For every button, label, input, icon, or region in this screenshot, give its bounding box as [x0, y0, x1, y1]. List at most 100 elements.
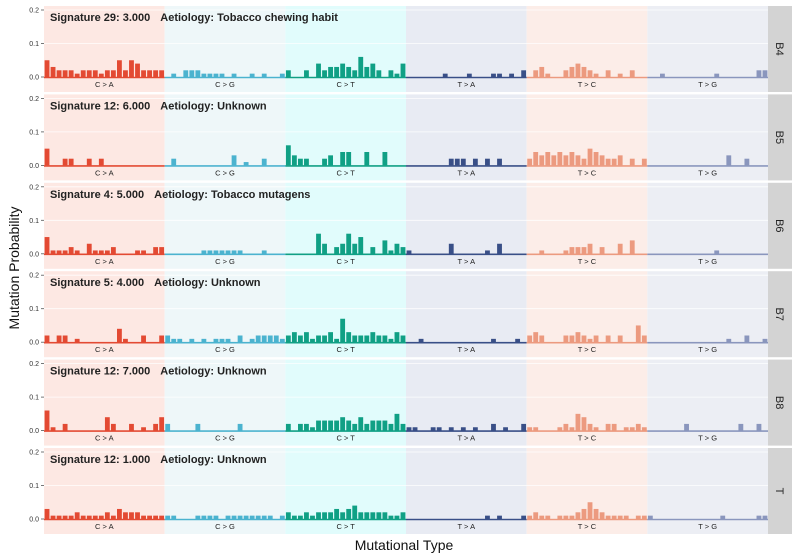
category-label: C > A [95, 522, 114, 531]
bar [364, 512, 370, 519]
category-label: C > G [215, 345, 235, 354]
bar [62, 158, 68, 166]
bar [201, 250, 207, 254]
bar [159, 515, 165, 519]
bar [569, 335, 575, 343]
bar [738, 423, 744, 431]
bar [237, 335, 243, 343]
bar [370, 420, 376, 431]
bar [98, 250, 104, 254]
category-label: T > A [458, 522, 476, 531]
bar [352, 70, 358, 77]
panel-t: 0.0 0.1 0.2 C > A C > G C > T T > A T > C T > G S… [29, 448, 792, 534]
y-tick-label: 0.0 [29, 75, 39, 82]
aetiology-title: Aetiology: Tobacco chewing habit [160, 12, 338, 24]
bar [92, 70, 98, 77]
bar [575, 155, 581, 166]
bar [617, 155, 623, 166]
bar [62, 515, 68, 519]
bar [364, 335, 370, 343]
bar [575, 332, 581, 343]
bar [104, 417, 110, 431]
bar [527, 515, 533, 519]
bar [213, 515, 219, 519]
bar [569, 427, 575, 431]
category-label: T > C [578, 80, 597, 89]
bar [352, 243, 358, 254]
bar [285, 145, 291, 166]
bar [340, 318, 346, 343]
bar [225, 250, 231, 254]
bar [171, 73, 177, 77]
strip-label: B4 [773, 42, 785, 55]
category-label: T > G [698, 168, 717, 177]
bar [213, 73, 219, 77]
bar [62, 250, 68, 254]
bar [400, 512, 406, 519]
bar [744, 335, 750, 343]
bar [346, 508, 352, 519]
bar [92, 515, 98, 519]
bar [159, 247, 165, 254]
bar [346, 332, 352, 343]
bar [557, 515, 563, 519]
category-label: C > A [95, 257, 114, 266]
category-label: C > G [215, 522, 235, 531]
bar [575, 247, 581, 254]
bar [364, 423, 370, 431]
bar [304, 332, 309, 343]
bar [581, 508, 587, 519]
bar [509, 73, 514, 77]
bar [147, 515, 152, 519]
bar [539, 66, 545, 77]
bar [171, 515, 177, 519]
category-label: T > G [698, 257, 717, 266]
bar [98, 73, 104, 77]
bar [388, 250, 394, 254]
bar [605, 158, 611, 166]
bar [123, 70, 128, 77]
bar [44, 335, 50, 343]
bar [141, 515, 146, 519]
bar [412, 427, 418, 431]
bar [563, 155, 569, 166]
bar [635, 325, 641, 343]
bar [346, 66, 352, 77]
strip-label: B6 [773, 219, 785, 232]
bar [593, 152, 599, 166]
y-tick-label: 0.1 [29, 129, 39, 136]
strip-label: B8 [773, 396, 785, 409]
bar [285, 70, 291, 77]
bar [563, 335, 569, 343]
facet-strip [768, 6, 792, 92]
bar [261, 515, 267, 519]
category-label: C > T [336, 434, 355, 443]
bar [80, 515, 86, 519]
bar [491, 423, 496, 431]
signature-title: Signature 12: 7.000 [50, 366, 150, 378]
aetiology-title: Aetiology: Unknown [160, 100, 267, 112]
bar [756, 70, 762, 77]
bar [641, 427, 647, 431]
bar [376, 70, 382, 77]
bar [129, 423, 134, 431]
signature-title: Signature 12: 6.000 [50, 100, 150, 112]
bar [497, 515, 502, 519]
bar [92, 250, 98, 254]
bar [352, 335, 358, 343]
category-label: C > T [336, 80, 355, 89]
bar [533, 70, 539, 77]
bar [110, 515, 116, 519]
bar [249, 338, 255, 343]
bar [346, 420, 352, 431]
bar [165, 515, 171, 519]
bar [394, 413, 400, 431]
bar [485, 515, 490, 519]
bar [273, 335, 279, 343]
bar [660, 73, 665, 77]
bar [394, 515, 400, 519]
bar [322, 243, 327, 254]
bar [159, 70, 165, 77]
bar [430, 427, 436, 431]
bar [726, 155, 732, 166]
